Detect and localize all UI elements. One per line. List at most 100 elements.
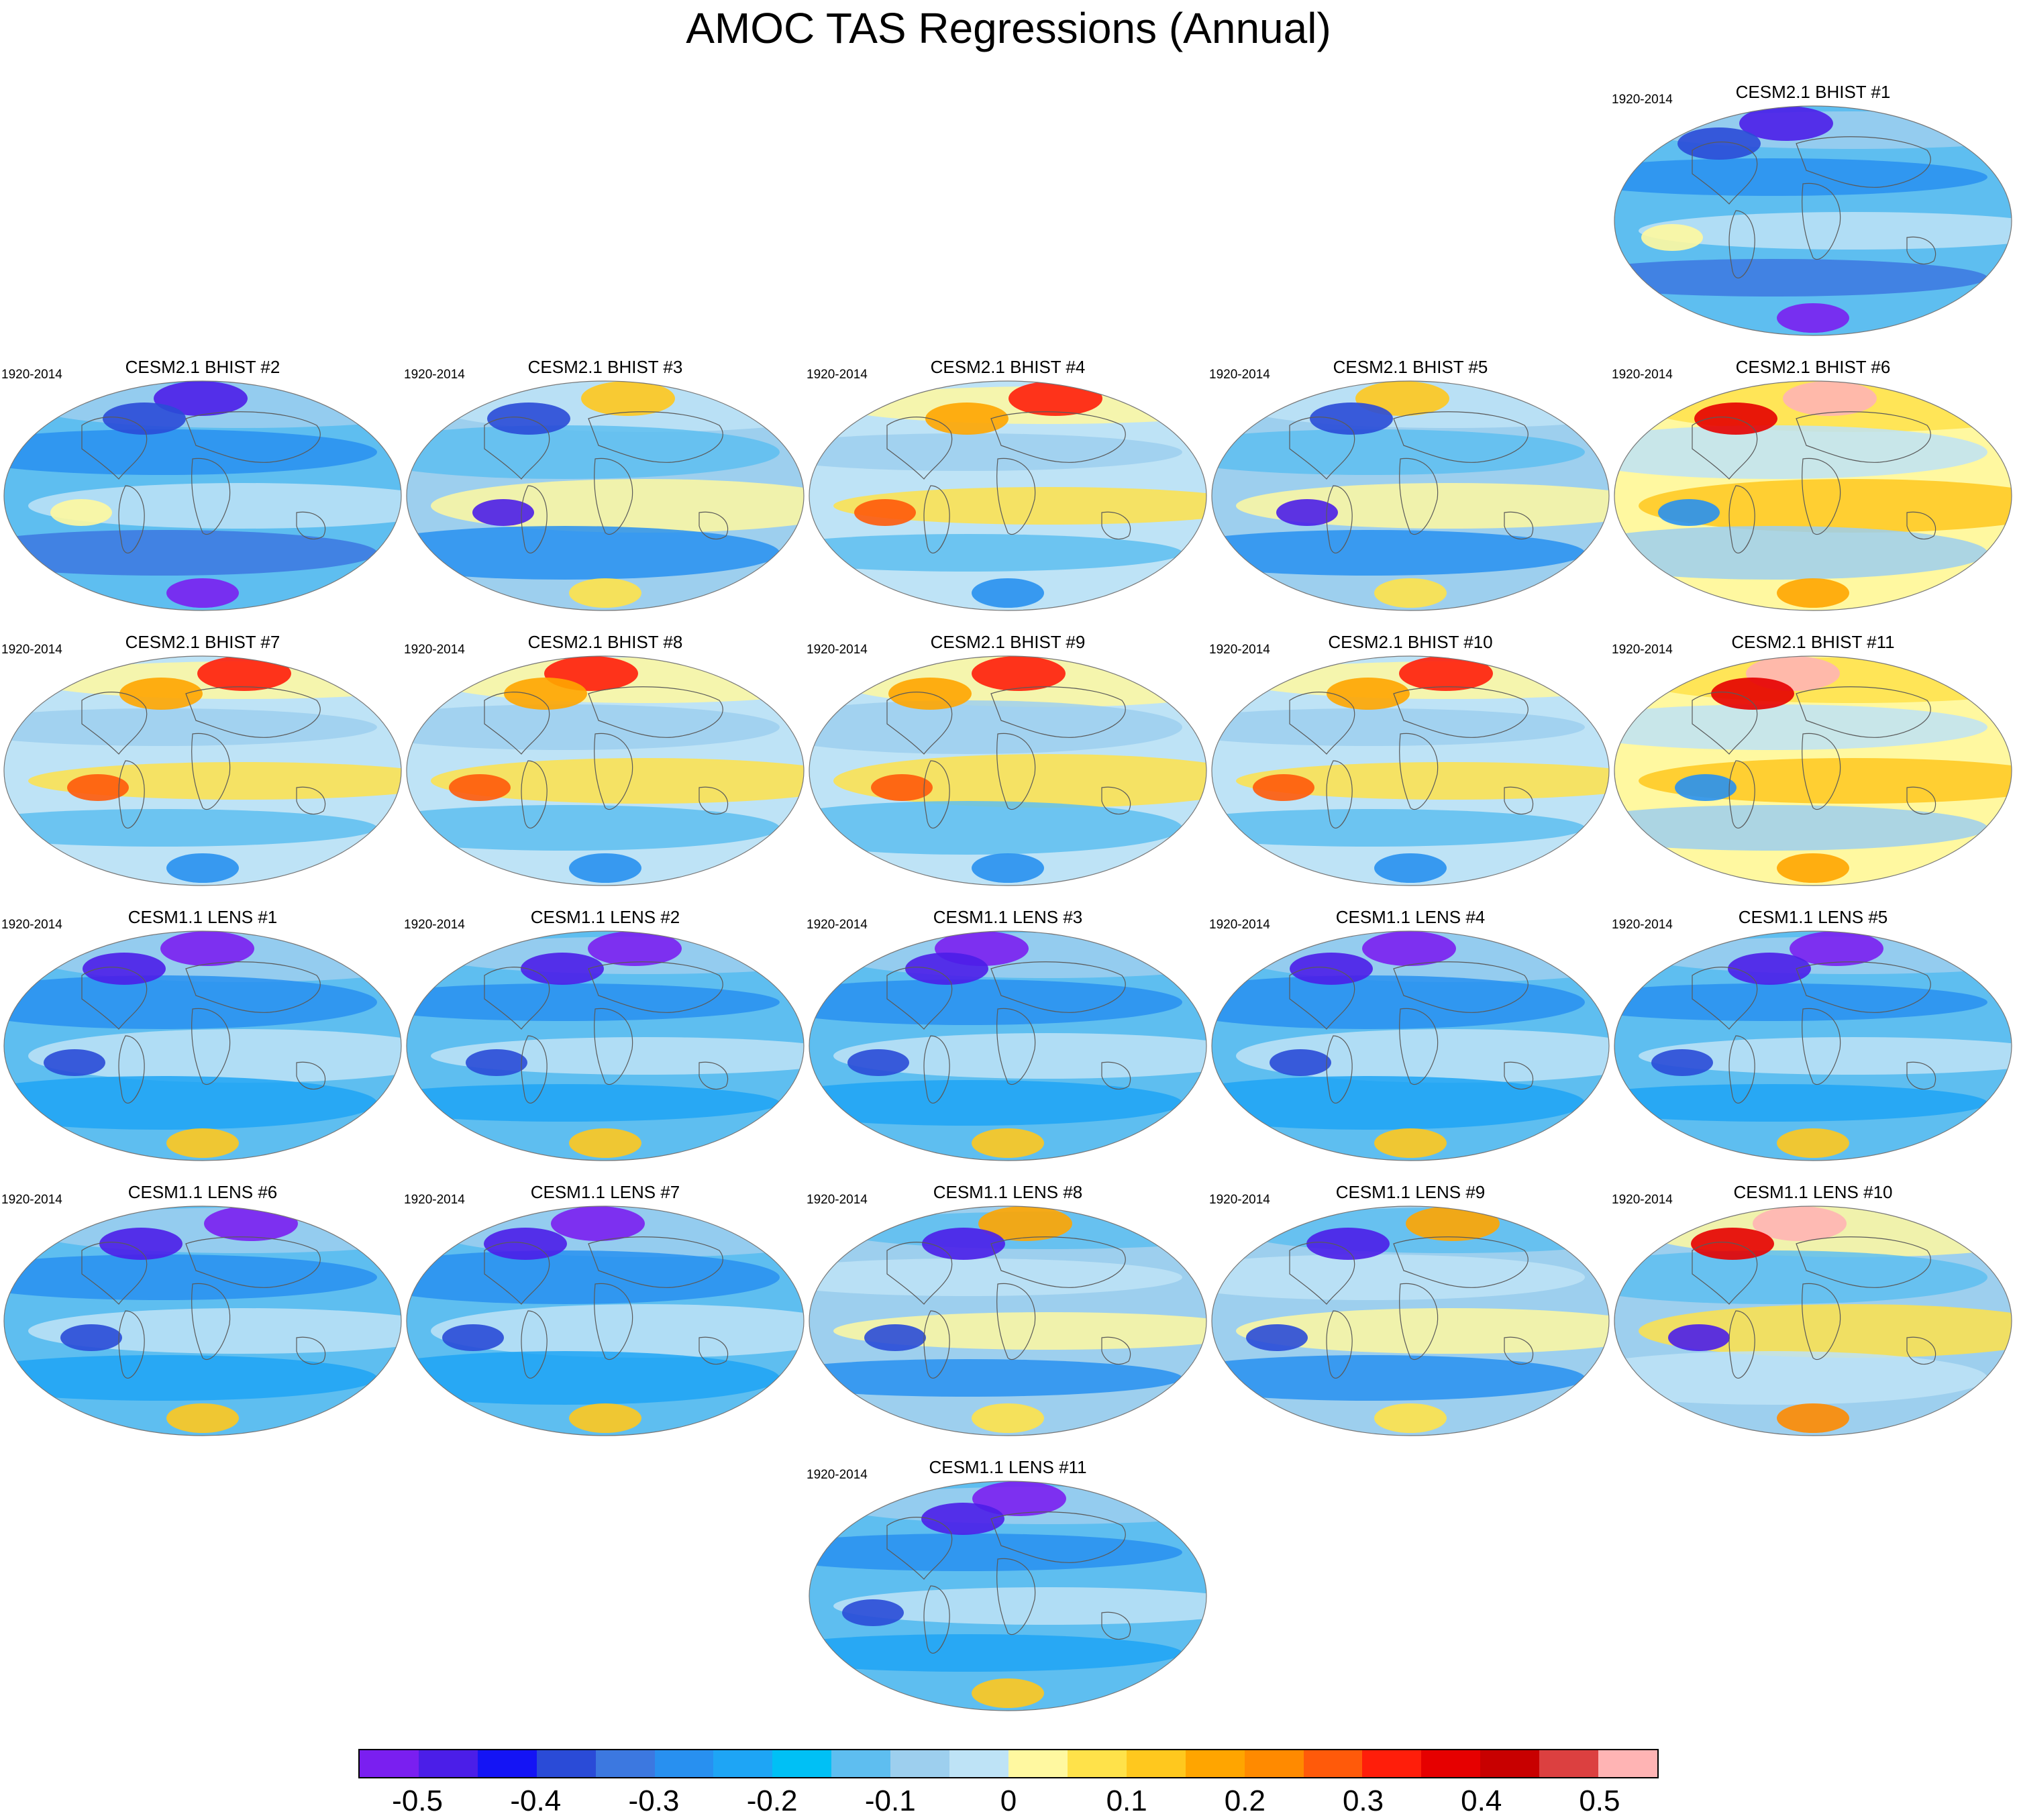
coastline — [185, 411, 321, 463]
field-anomaly — [442, 1324, 504, 1351]
field-anomaly — [1691, 1228, 1774, 1260]
field-anomaly — [1777, 1403, 1849, 1433]
field-band — [809, 801, 1182, 855]
panel-period: 1920-2014 — [807, 368, 868, 382]
panel-period: 1920-2014 — [1, 1193, 62, 1207]
coastline — [1728, 760, 1755, 828]
field-band — [1236, 1029, 1609, 1083]
field-band — [4, 1076, 377, 1130]
coastline — [521, 485, 548, 553]
map-border — [1614, 380, 2012, 611]
field-anomaly — [197, 656, 291, 691]
panel-period: 1920-2014 — [1209, 918, 1270, 932]
field-band — [1614, 158, 1987, 196]
field-anomaly — [842, 1599, 904, 1626]
coastline — [1802, 733, 1841, 810]
field-anomaly — [1406, 1206, 1500, 1241]
map-projection — [3, 655, 402, 886]
map-field — [407, 931, 804, 1161]
coastline — [1399, 458, 1439, 535]
field-anomaly — [978, 1206, 1072, 1241]
coastline — [296, 786, 326, 815]
map-panel: CESM2.1 BHIST #9 1920-2014 — [807, 632, 1209, 888]
field-band — [431, 479, 804, 533]
colorbar-swatch — [1303, 1750, 1363, 1777]
field-anomaly — [847, 1049, 909, 1076]
map-panel: CESM1.1 LENS #7 1920-2014 — [404, 1182, 807, 1438]
colorbar-swatch — [536, 1750, 596, 1777]
field-band — [1212, 1076, 1585, 1130]
coastline — [1101, 1336, 1131, 1365]
map-field — [809, 381, 1206, 610]
map-panel: CESM2.1 BHIST #5 1920-2014 — [1209, 357, 1612, 613]
coastline — [1796, 411, 1931, 463]
coastline — [118, 1035, 145, 1104]
field-band — [4, 708, 377, 746]
field-band — [1212, 429, 1585, 475]
field-anomaly — [972, 853, 1044, 883]
coastline — [990, 1511, 1126, 1563]
map-projection — [3, 380, 402, 611]
field-band — [407, 1084, 780, 1122]
field-anomaly — [1777, 853, 1849, 883]
field-anomaly — [1711, 678, 1794, 710]
colorbar-tick-label: 0.3 — [1342, 1784, 1384, 1817]
field-band — [1236, 762, 1609, 800]
panel-period: 1920-2014 — [1, 368, 62, 382]
coastline — [1326, 760, 1353, 828]
field-band — [28, 1308, 401, 1354]
panel-title: CESM1.1 LENS #2 — [530, 907, 680, 927]
field-anomaly — [1677, 127, 1761, 160]
field-anomaly — [1783, 381, 1877, 416]
map-projection — [1211, 380, 1610, 611]
coastline — [594, 1008, 633, 1085]
map-border — [809, 380, 1207, 611]
field-band — [1639, 479, 2012, 533]
map-border — [3, 930, 402, 1161]
colorbar-swatch — [360, 1750, 419, 1777]
colorbar-swatch — [1539, 1750, 1599, 1777]
map-field — [1614, 381, 2012, 610]
field-anomaly — [449, 774, 511, 801]
field-band — [833, 754, 1206, 808]
field-band — [407, 1351, 780, 1405]
map-field — [407, 1206, 804, 1436]
field-band — [809, 700, 1182, 754]
field-band — [1614, 526, 1987, 580]
map-field — [809, 656, 1206, 886]
panel-period: 1920-2014 — [1612, 368, 1673, 382]
map-projection — [809, 1481, 1207, 1711]
panel-title: CESM2.1 BHIST #6 — [1735, 357, 1891, 377]
panel-title: CESM1.1 LENS #9 — [1335, 1182, 1486, 1202]
coastline — [296, 1061, 326, 1090]
field-anomaly — [1270, 1049, 1331, 1076]
map-field — [407, 656, 804, 886]
field-band — [407, 526, 780, 580]
map-border — [406, 655, 805, 886]
coastline — [699, 511, 729, 540]
map-field — [1614, 931, 2012, 1161]
field-band — [1614, 805, 1987, 851]
map-panel: CESM2.1 BHIST #1 1920-2014 — [1612, 82, 2014, 338]
coastline — [1101, 511, 1131, 540]
field-anomaly — [922, 1228, 1005, 1260]
coastline — [1906, 1061, 1936, 1090]
field-band — [1212, 1254, 1585, 1300]
map-panel: CESM1.1 LENS #8 1920-2014 — [807, 1182, 1209, 1438]
field-anomaly — [921, 1503, 1004, 1535]
panel-title: CESM1.1 LENS #4 — [1335, 907, 1486, 927]
coastline — [594, 1283, 633, 1360]
panel-title: CESM2.1 BHIST #7 — [125, 632, 280, 652]
colorbar-swatch — [772, 1750, 832, 1777]
coastline — [594, 458, 633, 535]
field-band — [4, 530, 377, 576]
field-band — [1639, 758, 2012, 804]
coastline — [81, 967, 148, 1030]
coastline — [81, 692, 148, 755]
map-panel: CESM2.1 BHIST #7 1920-2014 — [1, 632, 404, 888]
map-field — [1212, 931, 1609, 1161]
map-projection — [406, 380, 805, 611]
field-band — [1639, 212, 2012, 250]
coastline — [1101, 1611, 1131, 1640]
